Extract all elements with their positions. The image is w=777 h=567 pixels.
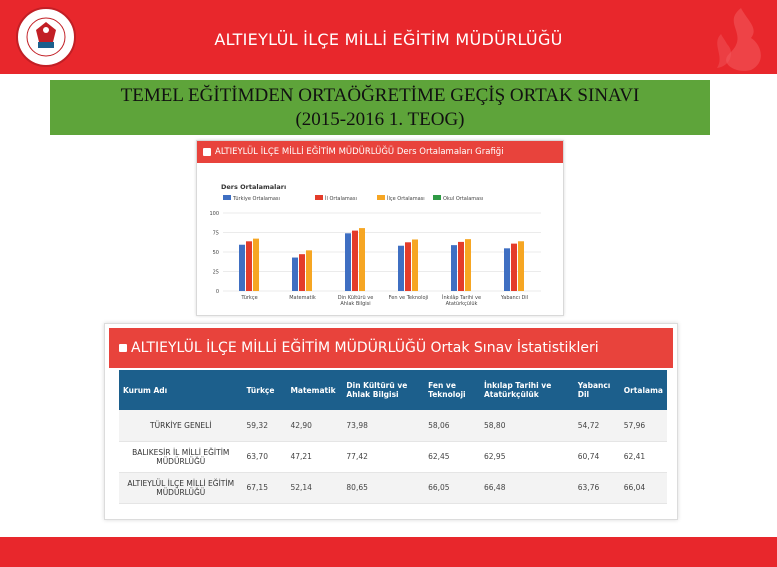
cell-value: 66,04 bbox=[619, 472, 667, 504]
cell-value: 62,41 bbox=[619, 441, 667, 473]
bar-chart: Ders Ortalamaları Türkiye Ortalaması İl Or… bbox=[209, 183, 541, 307]
col-header: Kurum Adı bbox=[119, 370, 243, 410]
bar bbox=[398, 245, 404, 291]
x-tick-label: Fen ve Teknoloji bbox=[389, 295, 429, 301]
cell-value: 66,48 bbox=[480, 472, 574, 504]
cell-value: 63,76 bbox=[573, 472, 620, 504]
cell-value: 58,80 bbox=[480, 410, 574, 442]
row-name: TÜRKİYE GENELİ bbox=[119, 410, 243, 442]
bar bbox=[504, 248, 510, 291]
bar bbox=[239, 244, 245, 291]
col-header: Türkçe bbox=[242, 370, 287, 410]
y-tick-label: 75 bbox=[213, 231, 219, 237]
bar bbox=[465, 239, 471, 291]
x-tick-label: Türkçe bbox=[240, 295, 257, 301]
stats-panel-title: ALTIEYLÜL İLÇE MİLLİ EĞİTİM MÜDÜRLÜĞÜ Or… bbox=[131, 340, 599, 356]
ministry-logo bbox=[16, 7, 76, 67]
cell-value: 52,14 bbox=[286, 472, 343, 504]
table-header-row: Kurum Adı Türkçe Matematik Din Kültürü v… bbox=[119, 370, 667, 410]
bar bbox=[299, 254, 305, 291]
stats-panel-header: ALTIEYLÜL İLÇE MİLLİ EĞİTİM MÜDÜRLÜĞÜ Or… bbox=[109, 328, 673, 368]
cell-value: 60,74 bbox=[573, 441, 620, 473]
banner-line-2: (2015-2016 1. TEOG) bbox=[295, 109, 465, 130]
x-tick-label: Yabancı Dil bbox=[500, 295, 528, 301]
legend-swatch bbox=[377, 195, 385, 200]
legend-swatch bbox=[433, 195, 441, 200]
bar bbox=[359, 228, 365, 291]
bar bbox=[511, 243, 517, 291]
header-title: ALTIEYLÜL İLÇE MİLLİ EĞİTİM MÜDÜRLÜĞÜ bbox=[214, 30, 563, 49]
bar bbox=[458, 241, 464, 291]
cell-value: 63,70 bbox=[242, 441, 287, 473]
bar bbox=[306, 250, 312, 291]
y-tick-label: 100 bbox=[209, 211, 219, 217]
cell-value: 58,06 bbox=[424, 410, 480, 442]
col-header: Din Kültürü ve Ahlak Bilgisi bbox=[342, 370, 425, 410]
y-tick-label: 25 bbox=[213, 270, 219, 276]
chart-panel: ALTIEYLÜL İLÇE MİLLİ EĞİTİM MÜDÜRLÜĞÜ De… bbox=[196, 140, 564, 316]
col-header: Yabancı Dil bbox=[573, 370, 620, 410]
chart-title: Ders Ortalamaları bbox=[221, 183, 286, 191]
cell-value: 80,65 bbox=[342, 472, 425, 504]
legend-label: Okul Ortalaması bbox=[443, 196, 483, 202]
stats-table: Kurum Adı Türkçe Matematik Din Kültürü v… bbox=[119, 370, 667, 504]
x-tick-label: İnkılâp Tarihi ve bbox=[442, 294, 481, 301]
legend-swatch bbox=[315, 195, 323, 200]
bar bbox=[345, 233, 351, 291]
bar bbox=[518, 241, 524, 291]
cell-value: 54,72 bbox=[573, 410, 620, 442]
bar bbox=[292, 257, 298, 291]
chart-panel-header: ALTIEYLÜL İLÇE MİLLİ EĞİTİM MÜDÜRLÜĞÜ De… bbox=[197, 141, 563, 163]
top-bar: ALTIEYLÜL İLÇE MİLLİ EĞİTİM MÜDÜRLÜĞÜ bbox=[0, 0, 777, 74]
cell-value: 57,96 bbox=[619, 410, 667, 442]
cell-value: 62,95 bbox=[480, 441, 574, 473]
flame-emblem-icon bbox=[717, 8, 761, 71]
bar bbox=[405, 242, 411, 291]
exam-title-banner: TEMEL EĞİTİMDEN ORTAÖĞRETİME GEÇİŞ ORTAK… bbox=[50, 80, 710, 135]
row-name: ALTIEYLÜL İLÇE MİLLİ EĞİTİM MÜDÜRLÜĞÜ bbox=[119, 472, 243, 504]
table-icon bbox=[119, 344, 127, 352]
bar bbox=[412, 239, 418, 291]
col-header: İnkılap Tarihi ve Atatürkçülük bbox=[480, 370, 574, 410]
x-tick-label: Din Kültürü ve bbox=[338, 295, 374, 301]
legend-label: Türkiye Ortalaması bbox=[232, 196, 280, 202]
bar bbox=[246, 241, 252, 291]
x-tick-label: Atatürkçülük bbox=[446, 301, 478, 307]
cell-value: 42,90 bbox=[286, 410, 343, 442]
cell-value: 47,21 bbox=[286, 441, 343, 473]
legend-label: İlçe Ortalaması bbox=[387, 195, 425, 202]
cell-value: 62,45 bbox=[424, 441, 480, 473]
stats-panel: ALTIEYLÜL İLÇE MİLLİ EĞİTİM MÜDÜRLÜĞÜ Or… bbox=[104, 323, 678, 520]
row-name: BALIKESİR İL MİLLİ EĞİTİM MÜDÜRLÜĞÜ bbox=[119, 441, 243, 473]
banner-line-1: TEMEL EĞİTİMDEN ORTAÖĞRETİME GEÇİŞ ORTAK… bbox=[120, 85, 640, 106]
bar bbox=[451, 245, 457, 291]
col-header: Ortalama bbox=[619, 370, 667, 410]
cell-value: 77,42 bbox=[342, 441, 425, 473]
bar bbox=[352, 230, 358, 291]
x-tick-label: Ahlak Bilgisi bbox=[340, 301, 370, 307]
table-row: ALTIEYLÜL İLÇE MİLLİ EĞİTİM MÜDÜRLÜĞÜ 67… bbox=[119, 472, 667, 504]
y-tick-label: 0 bbox=[216, 289, 219, 295]
x-tick-label: Matematik bbox=[289, 295, 316, 301]
cell-value: 59,32 bbox=[242, 410, 287, 442]
chart-icon bbox=[203, 147, 211, 156]
legend-label: İl Ortalaması bbox=[325, 195, 357, 202]
y-tick-label: 50 bbox=[213, 250, 219, 256]
bottom-bar bbox=[0, 537, 777, 567]
cell-value: 66,05 bbox=[424, 472, 480, 504]
col-header: Fen ve Teknoloji bbox=[424, 370, 480, 410]
col-header: Matematik bbox=[286, 370, 343, 410]
chart-panel-title: ALTIEYLÜL İLÇE MİLLİ EĞİTİM MÜDÜRLÜĞÜ De… bbox=[215, 147, 504, 157]
cell-value: 73,98 bbox=[342, 410, 425, 442]
legend-swatch bbox=[223, 195, 231, 200]
table-row: BALIKESİR İL MİLLİ EĞİTİM MÜDÜRLÜĞÜ 63,7… bbox=[119, 441, 667, 473]
table-row: TÜRKİYE GENELİ 59,32 42,90 73,98 58,06 5… bbox=[119, 410, 667, 442]
cell-value: 67,15 bbox=[242, 472, 287, 504]
bar bbox=[253, 238, 259, 291]
